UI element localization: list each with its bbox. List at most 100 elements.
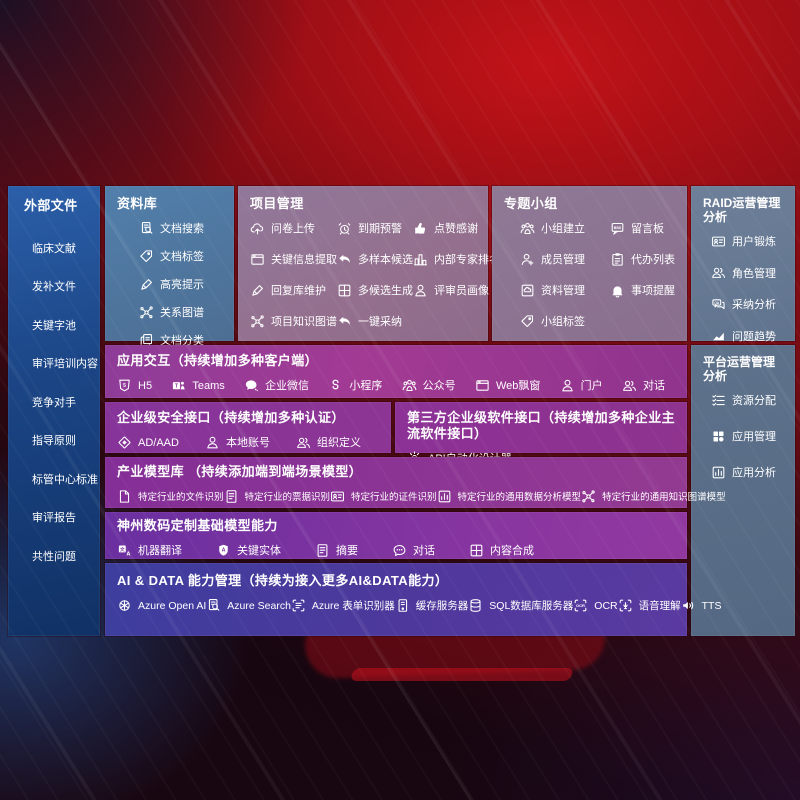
row-title: 企业级安全接口（持续增加多种认证） [117,410,345,425]
row-industry-models: 产业模型库 （持续添加端到端场景模型） 特定行业的文件识别 特定行业的票据识别 特定… [105,457,726,508]
feature-label: 小组建立 [541,223,585,236]
panel-library: 资料库 文档搜索 文档标签 高亮提示 关系图谱 文档分类 [105,186,234,347]
feature-item: SQL数据库服务器 [468,598,573,616]
podium-icon [413,252,428,270]
feature-label: 公众号 [422,380,456,393]
feature-item: 关键信息提取 [250,252,337,270]
feature-label: TTS [701,600,722,613]
doc-lines-icon [224,489,239,507]
feature-item: TTS [681,598,722,616]
feature-item: 语音理解 [618,598,681,616]
groups-column-1: 小组建立 成员管理 资料管理 小组标签 [520,221,610,332]
panel-title: 平台运营管理分析 [703,355,776,384]
feature-item: H5 [117,378,152,396]
feature-label: Azure 表单识别器 [311,600,395,613]
feature-item: OCR [573,598,618,616]
feature-item: 问卷上传 [250,221,337,239]
tts-icon [681,598,696,616]
feature-item: 代办列表 [610,252,675,270]
feature-item: 采纳分析 [711,297,783,315]
feature-item: 公众号 [402,378,456,396]
aidata-items: Azure Open AI Azure Search Azure 表单识别器 缓存服务… [117,598,721,616]
feature-label: Azure Open AI [138,600,207,613]
alarm-icon [337,221,352,239]
feature-label: 关键实体 [237,545,281,558]
feature-label: 角色管理 [732,267,776,280]
feature-item: 机器翻译 [117,543,182,561]
feature-item: 关键实体 [216,543,281,561]
feature-label: Web飘窗 [495,380,541,393]
diamond-icon [117,435,132,453]
groups-column-2: 留言板 代办列表 事项提醒 [610,221,675,332]
feature-item: 特定行业的通用知识图谱模型 [581,489,726,507]
external-files-list: 临床文献 发补文件 关键字池 审评培训内容 竞争对手 指导原则 标管中心标准 审评报告 共性问题 [20,243,98,563]
feature-item: 对话 [392,543,435,561]
feature-label: 代办列表 [631,254,675,267]
panel-project-management: 项目管理 问卷上传 关键信息提取 回复库维护 项目知识图谱 到期预警 多样本候选 多候选生… [238,186,500,341]
platform-items: 资源分配 应用管理 应用分析 [703,393,783,483]
feature-label: 资源分配 [732,395,776,408]
reflection-shape [349,668,575,681]
feature-label: 小程序 [349,380,383,393]
reply-icon [337,252,352,270]
feature-item: 小组标签 [520,314,610,332]
feature-label: 留言板 [631,223,664,236]
feature-item: Azure Open AI [117,598,206,616]
person-icon [413,283,428,301]
feature-label: OCR [594,600,618,613]
cloud-up-icon [250,221,265,239]
panel-external-files: 外部文件 临床文献 发补文件 关键字池 审评培训内容 竞争对手 指导原则 标管中心标准 审评报… [8,186,100,636]
feature-item: AD/AAD [117,435,179,453]
database-icon [468,598,483,616]
sidebar-item: 审评培训内容 [32,358,98,371]
feature-item: 点赞感谢 [413,221,500,239]
chat-qa-icon [711,297,726,315]
person-icon [560,378,575,396]
feature-item: 到期预警 [337,221,413,239]
library-items: 文档搜索 文档标签 高亮提示 关系图谱 文档分类 [117,221,222,351]
feature-item: 资料管理 [520,283,610,301]
chat-icon [392,543,407,561]
feature-item: 内容合成 [469,543,534,561]
feature-item: 特定行业的通用数据分析模型 [437,489,581,507]
panel-title: RAID运营管理分析 [703,196,781,225]
panel-title: 资料库 [117,196,158,211]
feature-item: 门户 [560,378,603,396]
doc-search-icon [206,598,221,616]
panel-title: 专题小组 [504,196,558,211]
feature-label: 问题趋势 [732,330,776,343]
doc-lines-icon [315,543,330,561]
panel-topic-groups: 专题小组 小组建立 成员管理 资料管理 小组标签 留言板 代办列表 事项提醒 [492,186,687,341]
idcard-icon [711,234,726,252]
feature-item: 文档搜索 [139,221,222,239]
app-chart-icon [437,489,452,507]
people-group-icon [520,221,535,239]
feature-item: 小程序 [328,378,382,396]
idcard-icon [330,489,345,507]
sidebar-item: 审评报告 [32,512,76,525]
feature-label: 文档分类 [160,335,204,348]
sprog-icon [328,378,343,396]
network-icon [581,489,596,507]
feature-label: 文档搜索 [160,223,204,236]
feature-label: 组织定义 [316,437,361,450]
feature-label: 门户 [580,380,603,393]
feature-item: 应用管理 [711,429,783,447]
network-icon [139,305,154,323]
feature-label: 点赞感谢 [434,223,478,236]
feature-label: 关系图谱 [160,307,204,320]
feature-item: 留言板 [610,221,675,239]
feature-label: 评审员画像 [434,285,489,298]
feature-item: 角色管理 [711,265,783,283]
feature-label: Teams [192,380,225,393]
interaction-items: H5 Teams 企业微信 小程序 公众号 Web飘窗 门户 对话 [117,378,675,396]
feature-label: 一键采纳 [358,316,402,329]
feature-label: Azure Search [227,600,291,613]
project-column-2: 到期预警 多样本候选 多候选生成 一键采纳 [337,221,413,332]
sidebar-item: 关键字池 [32,319,76,332]
feature-label: H5 [138,380,153,393]
feature-item: Teams [171,378,225,396]
sidebar-item: 共性问题 [32,550,76,563]
feature-item: 摘要 [315,543,358,561]
project-column-3: 点赞感谢 内部专家排名 评审员画像 [413,221,500,332]
